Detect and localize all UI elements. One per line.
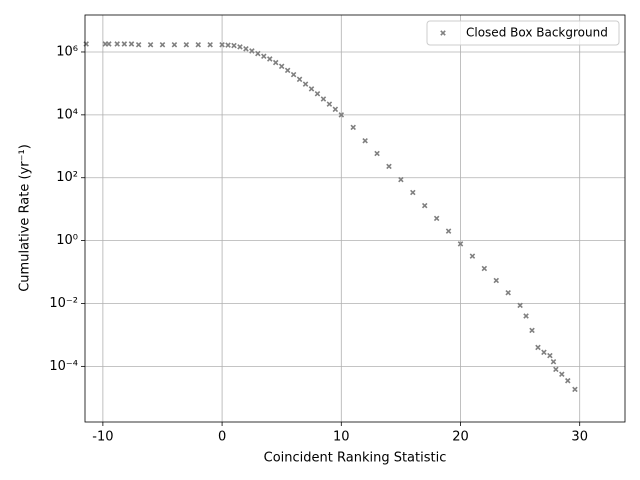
point [114,41,120,47]
point [290,71,297,78]
point [374,150,380,157]
y-axis-label: Cumulative Rate (yr⁻¹) [18,144,33,292]
point [121,41,128,47]
point [517,302,523,309]
point [565,377,571,384]
point [362,137,368,144]
point [421,202,428,209]
point [332,106,339,113]
point [535,344,541,351]
legend-box [426,20,620,46]
point [572,386,578,393]
y-tick-label: 10⁴ [56,107,78,122]
point [314,90,321,97]
x-tick-label: 0 [218,430,226,445]
point [207,41,213,48]
point [308,86,315,92]
point [195,41,202,48]
legend-label: Closed Box Background [466,26,608,40]
point [505,289,511,296]
point [231,42,237,49]
point [398,176,404,183]
y-tick-label: 10⁻⁴ [49,359,78,374]
legend-marker [440,30,446,36]
x-tick-label: 10 [333,430,350,445]
x-tick-label: -10 [92,430,113,445]
x-tick-label: 30 [571,430,588,445]
point [183,41,190,48]
point [128,41,135,47]
point [171,41,178,48]
point [261,53,267,60]
point [320,96,327,102]
y-tick-label: 10⁻² [49,296,78,311]
point [550,359,557,365]
point [255,50,261,57]
point [284,67,291,74]
point [559,371,565,378]
point [159,41,166,48]
point [523,313,529,319]
point [386,163,392,170]
x-axis-label: Coincident Ranking Statistic [264,451,447,466]
point [553,366,559,373]
point [225,42,231,48]
plot-frame [84,14,626,423]
point [106,41,112,47]
point [547,352,553,359]
y-tick-label: 10⁰ [56,233,78,248]
point [296,76,303,83]
point [219,41,225,48]
point [278,63,285,70]
point [350,124,356,131]
point [243,46,249,52]
point [147,41,154,48]
point [493,277,500,284]
point [237,44,243,50]
point [302,81,309,87]
point [481,265,488,272]
point [433,215,440,222]
point [326,101,333,107]
point [338,112,345,118]
point [457,241,464,247]
x-tick-label: 20 [452,430,469,445]
y-tick-label: 10⁶ [56,44,78,59]
point [272,59,279,66]
point [410,189,416,196]
point [249,48,255,54]
point [267,56,273,62]
point [541,349,547,356]
point [135,41,142,48]
point [469,253,476,259]
point [445,228,452,234]
y-tick-label: 10² [56,170,78,185]
point [529,327,535,334]
